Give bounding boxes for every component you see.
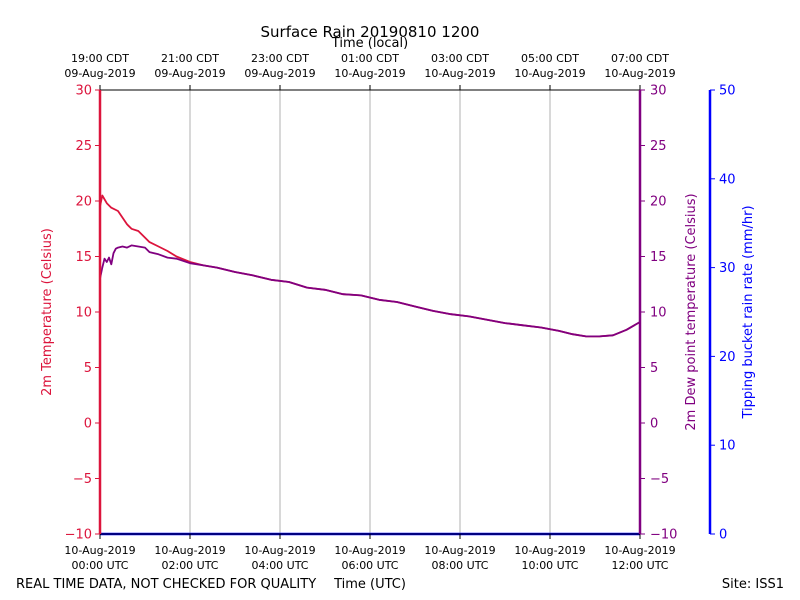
dewpoint-tick-label: 15 <box>650 250 667 265</box>
y-axis-label-temperature: 2m Temperature (Celsius) <box>40 228 55 396</box>
top-tick-label: 01:00 CDT <box>341 52 399 65</box>
top-tick-label: 10-Aug-2019 <box>604 67 675 80</box>
x-tick-label: 10-Aug-2019 <box>604 544 675 557</box>
x-tick-label: 10-Aug-2019 <box>424 544 495 557</box>
dewpoint-tick-label: 10 <box>650 306 667 321</box>
dewpoint-tick-label: 25 <box>650 139 667 154</box>
dewpoint-tick-label: 20 <box>650 195 667 210</box>
dewpoint-tick-label: −5 <box>650 472 669 487</box>
x-tick-label: 10-Aug-2019 <box>244 544 315 557</box>
series-line-dewpoint <box>99 244 641 338</box>
top-tick-label: 09-Aug-2019 <box>154 67 225 80</box>
x-tick-label: 10-Aug-2019 <box>154 544 225 557</box>
dewpoint-tick-label: 30 <box>650 84 667 99</box>
x-tick-label: 02:00 UTC <box>161 559 218 572</box>
top-tick-label: 10-Aug-2019 <box>334 67 405 80</box>
x-tick-label: 12:00 UTC <box>611 559 668 572</box>
dewpoint-tick-label: −10 <box>650 528 677 543</box>
top-tick-label: 09-Aug-2019 <box>244 67 315 80</box>
top-tick-label: 05:00 CDT <box>521 52 579 65</box>
top-tick-label: 03:00 CDT <box>431 52 489 65</box>
dewpoint-tick-label: 0 <box>650 417 658 432</box>
y-axis-label-dewpoint: 2m Dew point temperature (Celsius) <box>684 193 699 430</box>
temperature-tick-label: 5 <box>84 361 92 376</box>
temperature-tick-label: 0 <box>84 417 92 432</box>
x-axis-label: Time (UTC) <box>333 577 406 592</box>
temperature-tick-label: −5 <box>73 472 92 487</box>
rain-tick-label: 10 <box>719 439 736 454</box>
top-tick-label: 19:00 CDT <box>71 52 129 65</box>
temperature-tick-label: 20 <box>75 195 92 210</box>
x-tick-label: 00:00 UTC <box>71 559 128 572</box>
y-axis-label-rain: Tipping bucket rain rate (mm/hr) <box>741 205 756 419</box>
temperature-tick-label: 15 <box>75 250 92 265</box>
footer-site-label: Site: ISS1 <box>722 577 784 592</box>
x-tick-label: 04:00 UTC <box>251 559 308 572</box>
top-tick-label: 07:00 CDT <box>611 52 669 65</box>
temperature-tick-label: 10 <box>75 306 92 321</box>
rain-tick-label: 0 <box>719 528 727 543</box>
temperature-tick-label: 30 <box>75 84 92 99</box>
top-tick-label: 09-Aug-2019 <box>64 67 135 80</box>
rain-tick-label: 50 <box>719 84 736 99</box>
x-tick-label: 08:00 UTC <box>431 559 488 572</box>
grid-lines <box>189 90 551 534</box>
x-tick-label: 10-Aug-2019 <box>514 544 585 557</box>
top-axis-label: Time (local) <box>331 36 408 51</box>
x-tick-label: 06:00 UTC <box>341 559 398 572</box>
temperature-tick-label: −10 <box>65 528 92 543</box>
rain-tick-label: 40 <box>719 172 736 187</box>
axes: 10-Aug-2019 00:00 UTC 10-Aug-2019 02:00 UTC… <box>64 52 735 572</box>
x-tick-label: 10-Aug-2019 <box>64 544 135 557</box>
chart-title: Surface Rain 20190810 1200 <box>261 23 480 41</box>
top-tick-label: 23:00 CDT <box>251 52 309 65</box>
x-tick-label: 10:00 UTC <box>521 559 578 572</box>
top-tick-label: 10-Aug-2019 <box>424 67 495 80</box>
temperature-tick-label: 25 <box>75 139 92 154</box>
rain-tick-label: 30 <box>719 261 736 276</box>
top-tick-label: 10-Aug-2019 <box>514 67 585 80</box>
x-tick-label: 10-Aug-2019 <box>334 544 405 557</box>
footer-quality-note: REAL TIME DATA, NOT CHECKED FOR QUALITY <box>16 577 316 592</box>
dewpoint-tick-label: 5 <box>650 361 658 376</box>
top-tick-label: 21:00 CDT <box>161 52 219 65</box>
rain-tick-label: 20 <box>719 350 736 365</box>
